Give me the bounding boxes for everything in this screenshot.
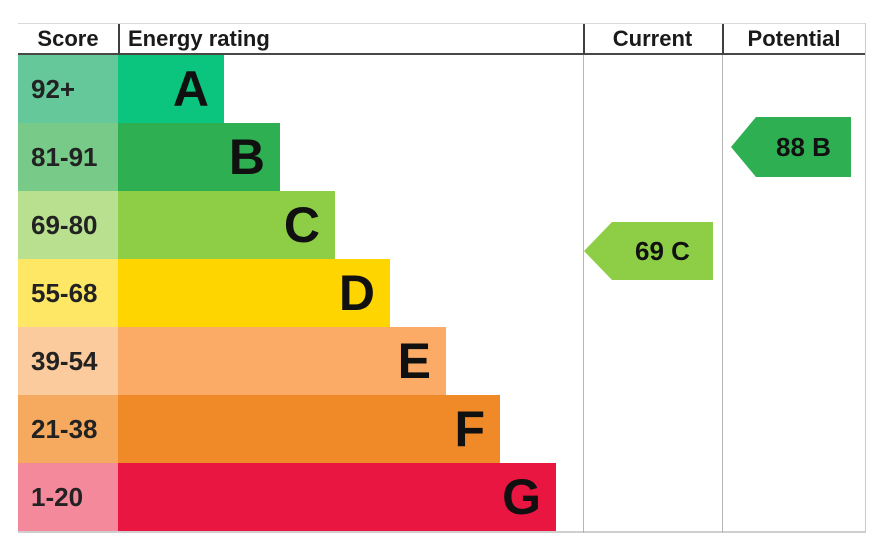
band-row: 55-68 D	[18, 259, 866, 327]
current-rating-value: 69 C	[612, 222, 713, 280]
header-current: Current	[612, 25, 693, 51]
score-range-cell: 69-80	[18, 191, 118, 259]
score-range-cell: 21-38	[18, 395, 118, 463]
table-header-row: Score Energy rating Current Potential	[18, 23, 866, 55]
band-row: 21-38 F	[18, 395, 866, 463]
potential-rating-arrow: 88 B	[731, 117, 851, 177]
rating-letter: D	[338, 265, 375, 321]
header-potential: Potential	[747, 25, 841, 51]
rating-letter: F	[454, 401, 485, 457]
rating-letter: G	[502, 469, 541, 525]
bands-area: 92+ A 81-91 B 69-80 C 55-68 D 39-54 E 21…	[18, 55, 866, 533]
band-row: 1-20 G	[18, 463, 866, 531]
potential-rating-value: 88 B	[756, 117, 851, 177]
rating-letter: C	[283, 197, 320, 253]
header-score: Score	[37, 25, 99, 51]
rating-bar: D	[118, 259, 390, 327]
band-row: 39-54 E	[18, 327, 866, 395]
column-divider-current	[583, 55, 584, 533]
rating-letter: B	[228, 129, 265, 185]
arrow-left-tip-icon	[584, 222, 612, 280]
score-range-cell: 81-91	[18, 123, 118, 191]
score-range-cell: 39-54	[18, 327, 118, 395]
rating-bar: F	[118, 395, 500, 463]
column-divider-potential	[722, 55, 723, 533]
score-range-cell: 55-68	[18, 259, 118, 327]
header-energy-rating: Energy rating	[128, 25, 270, 51]
arrow-left-tip-icon	[731, 117, 756, 177]
rating-bar: G	[118, 463, 556, 531]
band-row: 92+ A	[18, 55, 866, 123]
rating-bar: B	[118, 123, 280, 191]
header-divider-potential	[722, 24, 724, 54]
header-divider-score	[118, 24, 120, 54]
band-row: 69-80 C	[18, 191, 866, 259]
rating-bar: C	[118, 191, 335, 259]
score-range-cell: 92+	[18, 55, 118, 123]
rating-letter: E	[397, 333, 431, 389]
rating-table: Score Energy rating Current Potential 92…	[18, 23, 866, 533]
current-rating-arrow: 69 C	[584, 222, 713, 280]
band-row: 81-91 B	[18, 123, 866, 191]
header-divider-current	[583, 24, 585, 54]
table-right-border	[865, 23, 866, 533]
rating-letter: A	[172, 61, 209, 117]
rating-bar: A	[118, 55, 224, 123]
rating-bar: E	[118, 327, 446, 395]
score-range-cell: 1-20	[18, 463, 118, 531]
